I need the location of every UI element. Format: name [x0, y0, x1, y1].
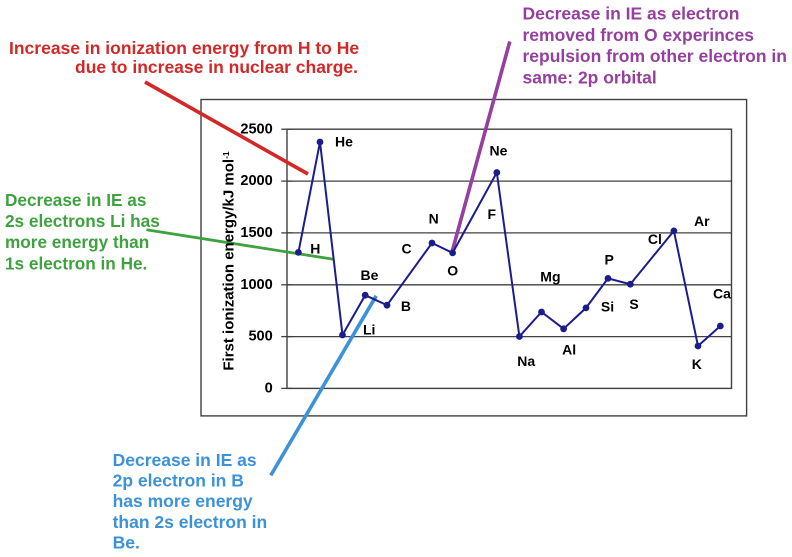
svg-text:O: O — [447, 263, 458, 279]
svg-text:2s electrons Li has: 2s electrons Li has — [5, 211, 160, 231]
svg-text:P: P — [605, 251, 614, 267]
svg-text:1500: 1500 — [240, 225, 272, 241]
svg-text:K: K — [692, 356, 702, 372]
svg-text:Na: Na — [517, 353, 535, 369]
svg-text:due to increase in nuclear cha: due to increase in nuclear charge. — [75, 57, 358, 77]
svg-text:Si: Si — [601, 298, 614, 314]
svg-text:2p electron in B: 2p electron in B — [113, 471, 244, 491]
svg-text:First ionization energy/kJ mol: First ionization energy/kJ mol-1 — [220, 151, 237, 371]
svg-text:Cl: Cl — [648, 231, 662, 247]
svg-text:C: C — [402, 240, 412, 256]
svg-text:more energy than: more energy than — [5, 232, 149, 252]
svg-text:repulsion from other electron: repulsion from other electron in — [523, 46, 787, 66]
svg-text:0: 0 — [265, 381, 273, 397]
svg-text:500: 500 — [248, 329, 272, 345]
svg-text:S: S — [629, 296, 638, 312]
svg-text:Ne: Ne — [490, 143, 508, 159]
svg-text:N: N — [429, 210, 439, 226]
svg-text:Be: Be — [361, 267, 379, 283]
svg-text:2000: 2000 — [240, 173, 272, 189]
svg-text:Ca: Ca — [713, 285, 731, 301]
svg-text:F: F — [488, 206, 497, 222]
svg-text:1s electron in He.: 1s electron in He. — [5, 253, 147, 273]
svg-text:than 2s electron in: than 2s electron in — [113, 512, 268, 532]
svg-text:Decrease in IE as: Decrease in IE as — [113, 450, 257, 470]
svg-text:Al: Al — [562, 341, 576, 357]
svg-text:Increase in ionization energy: Increase in ionization energy from H to … — [9, 38, 359, 58]
svg-text:same: 2p orbital: same: 2p orbital — [523, 67, 657, 87]
svg-text:He: He — [335, 134, 353, 150]
svg-text:has more energy: has more energy — [113, 491, 253, 511]
svg-text:Li: Li — [363, 322, 375, 338]
svg-text:1000: 1000 — [240, 277, 272, 293]
svg-text:B: B — [401, 298, 411, 314]
svg-text:Ar: Ar — [694, 213, 710, 229]
svg-text:2500: 2500 — [240, 121, 272, 137]
svg-text:Decrease in IE as electron: Decrease in IE as electron — [523, 4, 740, 24]
svg-text:removed from O experinces: removed from O experinces — [523, 25, 755, 45]
svg-text:H: H — [310, 240, 320, 256]
svg-text:Be.: Be. — [113, 532, 140, 552]
svg-text:Mg: Mg — [540, 269, 560, 285]
svg-text:Decrease in IE as: Decrease in IE as — [5, 190, 146, 210]
